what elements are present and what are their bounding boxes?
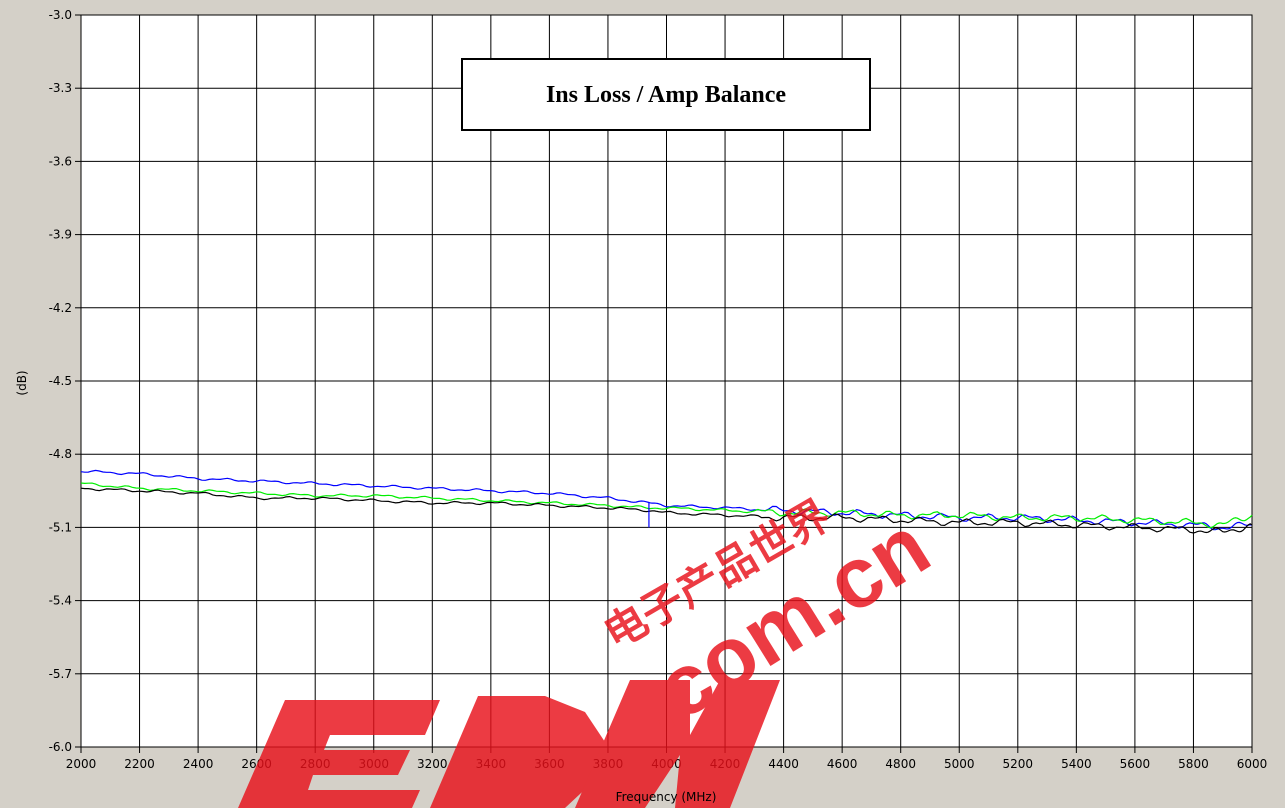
x-tick-label: 4400 bbox=[768, 757, 799, 771]
y-axis-label: (dB) bbox=[15, 370, 29, 395]
grid bbox=[80, 14, 1253, 748]
series-lines bbox=[80, 469, 1253, 534]
y-tick-label: -3.9 bbox=[49, 228, 72, 242]
x-tick-label: 3200 bbox=[417, 757, 448, 771]
chart-title: Ins Loss / Amp Balance bbox=[546, 82, 786, 108]
y-tick-label: -3.3 bbox=[49, 81, 72, 95]
x-axis-label: Frequency (MHz) bbox=[616, 790, 717, 804]
x-tick-label: 5400 bbox=[1061, 757, 1092, 771]
y-tick-label: -6.0 bbox=[49, 740, 72, 754]
x-tick-label: 2200 bbox=[124, 757, 155, 771]
x-tick-label: 6000 bbox=[1237, 757, 1268, 771]
edn-letter-n bbox=[575, 680, 780, 808]
edn-letter-e bbox=[238, 700, 440, 808]
edn-letter-d bbox=[430, 696, 605, 808]
x-tick-label: 5600 bbox=[1120, 757, 1151, 771]
x-tick-label: 4800 bbox=[885, 757, 916, 771]
y-tick-label: -5.1 bbox=[49, 520, 72, 534]
title-box bbox=[461, 58, 871, 131]
x-tick-label: 2000 bbox=[66, 757, 97, 771]
edn-logo bbox=[238, 680, 780, 808]
series-line bbox=[80, 482, 1253, 529]
y-tick-label: -4.5 bbox=[49, 374, 72, 388]
x-tick-label: 2400 bbox=[183, 757, 214, 771]
series-line bbox=[80, 487, 1253, 534]
y-tick-label: -4.2 bbox=[49, 301, 72, 315]
y-tick-label: -4.8 bbox=[49, 447, 72, 461]
y-tick-label: -5.7 bbox=[49, 667, 72, 681]
y-tick-label: -3.0 bbox=[49, 8, 72, 22]
x-tick-label: 5200 bbox=[1003, 757, 1034, 771]
x-tick-label: 4600 bbox=[827, 757, 858, 771]
x-tick-label: 5800 bbox=[1178, 757, 1209, 771]
y-tick-label: -5.4 bbox=[49, 594, 72, 608]
y-tick-label: -3.6 bbox=[49, 154, 72, 168]
x-tick-label: 5000 bbox=[944, 757, 975, 771]
